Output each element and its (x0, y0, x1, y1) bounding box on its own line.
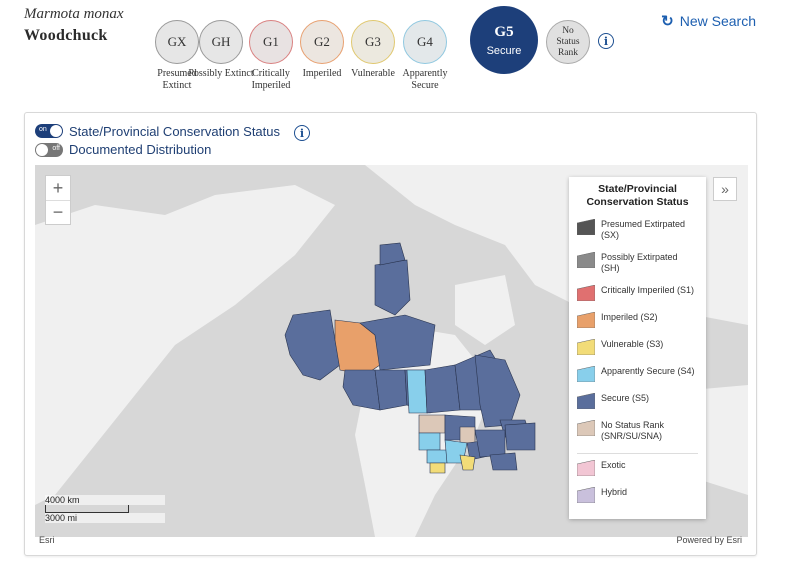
legend-label: Exotic (601, 460, 626, 470)
legend-label: Vulnerable (S3) (601, 339, 664, 349)
rank-no-status[interactable]: No Status Rank (534, 20, 602, 64)
legend-divider (577, 453, 698, 454)
zoom-in-button[interactable]: + (52, 177, 64, 198)
rank-gh[interactable]: GH Possibly Extinct (187, 20, 255, 80)
legend-label: Apparently Secure (S4) (601, 366, 695, 376)
rank-g1[interactable]: G1 Critically Imperiled (237, 20, 305, 92)
rank-label: Imperiled (302, 68, 342, 79)
rank-label: Vulnerable (351, 68, 395, 79)
legend-swatch (576, 392, 596, 410)
distribution-toggle-row[interactable]: off Documented Distribution (35, 142, 211, 157)
rank-label: Presumed Extinct (157, 68, 197, 91)
scientific-name: Marmota monax (24, 6, 124, 22)
rank-g5-secure[interactable]: G5 Secure (470, 6, 538, 74)
new-search-label: New Search (679, 13, 756, 29)
legend-label: No Status Rank (SNR/SU/SNA) (601, 420, 665, 441)
legend-label: Possibly Extirpated (SH) (601, 252, 678, 273)
rank-circle: G2 (300, 20, 344, 64)
rank-info-icon[interactable]: i (598, 33, 614, 49)
refresh-icon: ↻ (661, 13, 674, 30)
legend-label: Hybrid (601, 487, 628, 497)
rank-label: Critically Imperiled (251, 68, 291, 91)
legend-swatch (576, 251, 596, 269)
map-legend: State/Provincial Conservation Status Pre… (569, 177, 706, 519)
rank-g4[interactable]: G4 Apparently Secure (391, 20, 459, 92)
legend-item: Vulnerable (S3) (576, 338, 698, 356)
rank-circle: G3 (351, 20, 395, 64)
rank-label: Apparently Secure (402, 68, 448, 91)
rank-label: Secure (486, 44, 522, 57)
attribution-left: Esri (39, 535, 55, 545)
zoom-out-button[interactable]: − (46, 200, 70, 224)
rank-circle: G1 (249, 20, 293, 64)
rank-gx[interactable]: GX Presumed Extinct (143, 20, 211, 92)
status-toggle[interactable]: on (35, 124, 63, 138)
legend-item: Possibly Extirpated (SH) (576, 251, 698, 274)
rank-g5-circle: G5 Secure (470, 6, 538, 74)
map-info-icon[interactable]: i (294, 125, 310, 141)
legend-item: No Status Rank (SNR/SU/SNA) (576, 419, 698, 442)
legend-item: Hybrid (576, 486, 698, 504)
legend-item: Exotic (576, 459, 698, 477)
species-header: Marmota monax Woodchuck (24, 6, 124, 45)
legend-item: Imperiled (S2) (576, 311, 698, 329)
legend-label: Imperiled (S2) (601, 312, 658, 322)
rank-label: Possibly Extinct (188, 68, 254, 79)
legend-swatch (576, 284, 596, 302)
no-rank-line-1: No (562, 25, 574, 36)
rank-code: G5 (494, 23, 514, 40)
status-toggle-row[interactable]: on State/Provincial Conservation Status … (35, 123, 310, 141)
legend-swatch (576, 218, 596, 236)
legend-collapse-button[interactable]: » (713, 177, 737, 201)
rank-g3[interactable]: G3 Vulnerable (339, 20, 407, 80)
attribution-right[interactable]: Powered by Esri (676, 535, 742, 545)
scale-bar: 4000 km 3000 mi (45, 495, 165, 523)
legend-label: Presumed Extirpated (SX) (601, 219, 686, 240)
rank-circle: GX (155, 20, 199, 64)
legend-item: Secure (S5) (576, 392, 698, 410)
rank-circle: GH (199, 20, 243, 64)
map-view[interactable]: + − State/Provincial Conservation Status… (35, 165, 748, 537)
legend-swatch (576, 459, 596, 477)
scale-mi: 3000 mi (45, 513, 165, 523)
rank-g2[interactable]: G2 Imperiled (288, 20, 356, 80)
legend-label: Secure (S5) (601, 393, 650, 403)
common-name: Woodchuck (24, 27, 108, 44)
scale-km: 4000 km (45, 495, 165, 505)
legend-swatch (576, 338, 596, 356)
legend-item: Presumed Extirpated (SX) (576, 218, 698, 241)
legend-swatch (576, 419, 596, 437)
no-rank-circle: No Status Rank (546, 20, 590, 64)
new-search-button[interactable]: ↻ New Search (661, 12, 756, 30)
legend-swatch (576, 486, 596, 504)
map-card: on State/Provincial Conservation Status … (24, 112, 757, 556)
legend-label: Critically Imperiled (S1) (601, 285, 695, 295)
legend-title: State/Provincial Conservation Status (586, 183, 689, 208)
legend-item: Apparently Secure (S4) (576, 365, 698, 383)
no-rank-line-3: Rank (557, 47, 579, 58)
legend-swatch (576, 311, 596, 329)
status-toggle-label: State/Provincial Conservation Status (69, 123, 280, 139)
scale-line (45, 505, 129, 513)
no-rank-line-2: Status (556, 36, 580, 47)
legend-swatch (576, 365, 596, 383)
distribution-toggle[interactable]: off (35, 142, 63, 157)
rank-circle: G4 (403, 20, 447, 64)
legend-item: Critically Imperiled (S1) (576, 284, 698, 302)
distribution-toggle-label: Documented Distribution (69, 142, 212, 157)
zoom-controls: + − (45, 175, 71, 225)
